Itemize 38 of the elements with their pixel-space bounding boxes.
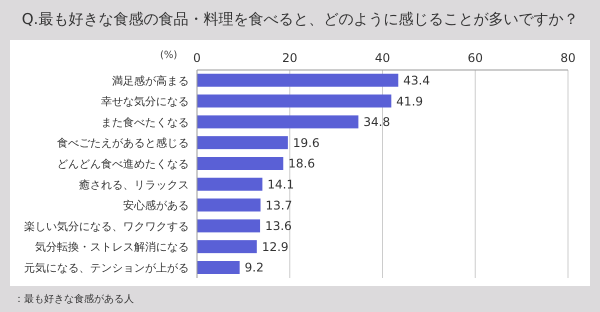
x-tick-label: 80 [560,51,576,65]
bar [197,219,260,232]
bar [197,178,262,191]
y-tick-label: 元気になる、テンションが上がる [24,262,189,275]
bar [197,198,261,212]
data-label: 18.6 [288,156,315,171]
data-label: 34.8 [363,115,390,130]
chart-title: Q.最も好きな食感の食品・料理を食べると、どのように感じることが多いですか？ [20,10,580,29]
data-label: 12.9 [262,240,289,254]
bar [197,136,288,150]
x-tick-label: 40 [374,51,390,65]
bar [197,260,240,274]
data-label: 41.9 [396,94,424,108]
bar [197,94,392,108]
data-label: 13.6 [265,219,292,234]
text: ：最も好きな食感がある人 [14,292,134,306]
data-label: 19.6 [292,136,320,150]
x-axis-title: (%) [160,50,178,61]
data-label: 14.1 [267,178,294,192]
bar [197,240,257,254]
x-tick-label: 60 [468,51,483,65]
bar [197,156,284,170]
bar [197,74,398,87]
bar [197,115,358,128]
y-tick-label: 幸せな気分になる [101,95,189,108]
y-tick-label: 楽しい気分になる、ワクワクする [24,220,189,233]
data-label: 9.2 [244,260,264,275]
y-tick-label: 安心感がある [123,199,189,212]
y-tick-label: 癒される、リラックス [79,178,189,192]
x-tick-label: 20 [282,51,298,65]
data-label: 43.4 [403,74,430,88]
data-label: 13.7 [266,198,292,212]
x-tick-label: 0 [193,51,201,65]
y-tick-label: また食べたくなる [101,116,189,129]
y-tick-label: 食べごたえがあると感じる [57,136,189,150]
y-tick-label: 満足感が高まる [112,74,189,88]
y-tick-label: どんどん食べ進めたくなる [57,158,189,171]
y-tick-label: 気分転換・ストレス解消になる [35,240,189,254]
